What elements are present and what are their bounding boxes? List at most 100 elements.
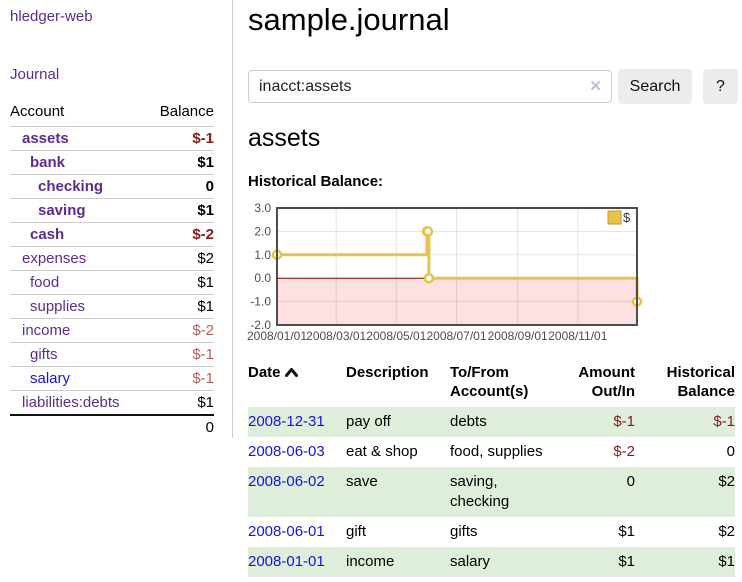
account-row: gifts $-1 — [10, 342, 214, 367]
svg-text:2008/03/01: 2008/03/01 — [306, 329, 366, 343]
register-col-balance: Historical Balance — [666, 364, 735, 400]
search-button[interactable]: Search — [618, 69, 692, 104]
account-row: food $1 — [10, 270, 214, 295]
transaction-accounts: saving, checking — [450, 473, 510, 510]
svg-text:2008/01/01: 2008/01/01 — [247, 329, 307, 343]
svg-text:1.0: 1.0 — [254, 248, 271, 262]
accounts-col-balance: Balance — [159, 103, 214, 120]
account-row: cash $-2 — [10, 222, 214, 247]
register-row: 2008-06-02 save saving, checking 0 $2 — [248, 467, 735, 517]
accounts-total-row: 0 — [10, 415, 214, 439]
account-link[interactable]: expenses — [22, 250, 87, 267]
transaction-accounts: food, supplies — [450, 443, 543, 460]
account-link[interactable]: cash — [30, 226, 65, 243]
account-balance: $1 — [197, 274, 214, 291]
register-row: 2008-06-03 eat & shop food, supplies $-2… — [248, 437, 735, 467]
svg-text:$: $ — [623, 210, 631, 225]
account-link[interactable]: income — [22, 322, 71, 339]
transaction-amount: $-2 — [613, 443, 635, 460]
account-row: supplies $1 — [10, 294, 214, 319]
account-balance: $1 — [197, 154, 214, 171]
register-row: 2008-12-31 pay off debts $-1 $-1 — [248, 407, 735, 437]
register-col-tofrom: To/From Account(s) — [450, 364, 529, 400]
svg-text:2008/09/01: 2008/09/01 — [488, 329, 548, 343]
transaction-amount: $1 — [618, 523, 635, 540]
account-link[interactable]: food — [30, 274, 60, 291]
account-balance: $1 — [197, 394, 214, 411]
account-link[interactable]: liabilities:debts — [22, 394, 120, 411]
transaction-accounts: salary — [450, 553, 491, 570]
transaction-description: income — [346, 553, 395, 570]
search-bar: ✕ Search ? — [248, 69, 738, 105]
transaction-accounts: debts — [450, 413, 487, 430]
svg-text:3.0: 3.0 — [254, 201, 271, 215]
transaction-balance: $1 — [718, 553, 735, 570]
transaction-balance: $2 — [718, 523, 735, 540]
help-button[interactable]: ? — [703, 69, 738, 104]
account-row: saving $1 — [10, 198, 214, 223]
register-col-amount: Amount Out/In — [578, 364, 635, 400]
transaction-balance: $2 — [718, 473, 735, 490]
register-col-date[interactable]: Date — [248, 360, 346, 407]
search-input-wrapper: ✕ — [248, 70, 612, 103]
account-balance: $-1 — [192, 346, 214, 363]
page-title: sample.journal — [248, 2, 450, 37]
account-row: liabilities:debts $1 — [10, 390, 214, 416]
transaction-accounts: gifts — [450, 523, 478, 540]
register-row: 2008-01-01 income salary $1 $1 — [248, 547, 735, 577]
account-link[interactable]: checking — [38, 178, 104, 195]
transaction-amount: 0 — [626, 473, 635, 490]
svg-text:-2.0: -2.0 — [250, 318, 271, 332]
accounts-total-value: 0 — [205, 419, 214, 436]
svg-text:2008/07/01: 2008/07/01 — [426, 329, 486, 343]
sidebar: hledger-web Journal Account Balance asse… — [0, 0, 233, 438]
app-title-link[interactable]: hledger-web — [10, 8, 93, 25]
date-header-label: Date — [248, 364, 281, 381]
account-row: assets $-1 — [10, 126, 214, 151]
account-balance: $-2 — [192, 226, 214, 243]
transaction-date-link[interactable]: 2008-06-03 — [248, 443, 325, 460]
svg-text:2.0: 2.0 — [254, 224, 271, 238]
account-balance: $2 — [197, 250, 214, 267]
transaction-date-link[interactable]: 2008-01-01 — [248, 553, 325, 570]
sort-ascending-icon — [284, 363, 298, 382]
transaction-balance: $-1 — [713, 413, 735, 430]
account-link[interactable]: bank — [30, 154, 66, 171]
search-input[interactable] — [249, 71, 584, 102]
register-row: 2008-06-01 gift gifts $1 $2 — [248, 517, 735, 547]
account-link[interactable]: salary — [30, 370, 71, 387]
transaction-date-link[interactable]: 2008-12-31 — [248, 413, 325, 430]
account-balance: $-2 — [192, 322, 214, 339]
account-balance: $-1 — [192, 370, 214, 387]
register-table: Date Description To/From Account(s) Amou… — [248, 360, 735, 577]
account-link[interactable]: assets — [22, 130, 69, 147]
register-col-description: Description — [346, 364, 429, 381]
svg-text:2008/11/01: 2008/11/01 — [548, 329, 607, 343]
account-heading: assets — [248, 124, 321, 152]
account-link[interactable]: gifts — [30, 346, 58, 363]
svg-text:0.0: 0.0 — [254, 271, 271, 285]
transaction-description: eat & shop — [346, 443, 418, 460]
account-balance: $1 — [197, 202, 214, 219]
transaction-description: pay off — [346, 413, 391, 430]
transaction-date-link[interactable]: 2008-06-01 — [248, 523, 325, 540]
transaction-date-link[interactable]: 2008-06-02 — [248, 473, 325, 490]
account-balance: $1 — [197, 298, 214, 315]
account-row: income $-2 — [10, 318, 214, 343]
transaction-description: save — [346, 473, 378, 490]
svg-text:2008/05/01: 2008/05/01 — [366, 329, 426, 343]
account-link[interactable]: saving — [38, 202, 86, 219]
account-balance: $-1 — [192, 130, 214, 147]
accounts-total-spacer — [10, 415, 146, 439]
register-header-row: Date Description To/From Account(s) Amou… — [248, 360, 735, 407]
account-link[interactable]: supplies — [30, 298, 86, 315]
account-row: checking 0 — [10, 174, 214, 199]
account-row: salary $-1 — [10, 366, 214, 391]
account-row: bank $1 — [10, 150, 214, 175]
sidebar-item-journal[interactable]: Journal — [10, 66, 60, 83]
svg-text:-1.0: -1.0 — [250, 295, 271, 309]
clear-search-icon[interactable]: ✕ — [589, 78, 602, 95]
transaction-balance: 0 — [726, 443, 735, 460]
chart-title: Historical Balance: — [248, 173, 384, 190]
